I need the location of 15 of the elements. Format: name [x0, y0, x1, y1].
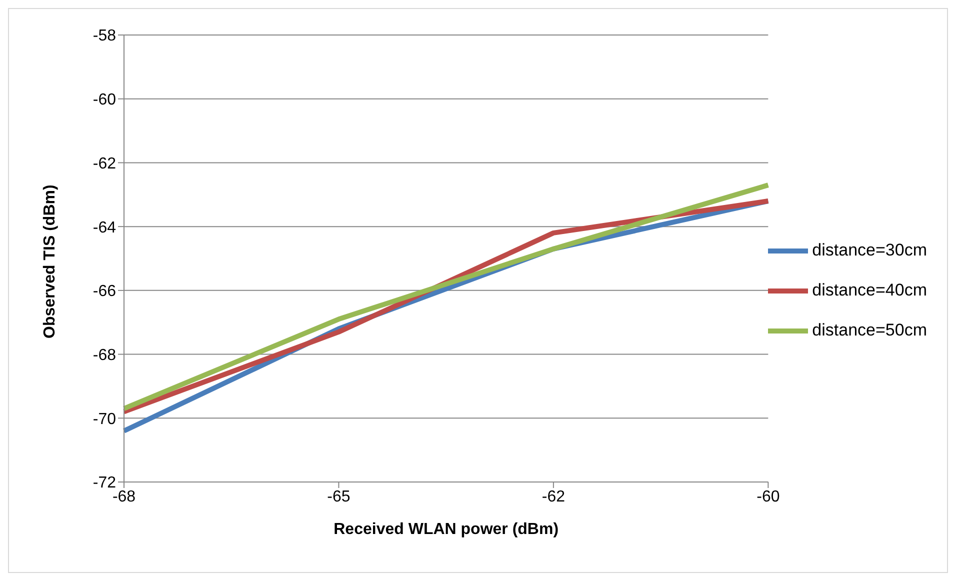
y-tick-label: -62 [92, 155, 116, 172]
y-tick-label: -68 [92, 346, 116, 364]
y-tick-label: -66 [92, 283, 116, 300]
y-axis-title: Observed TIS (dBm) [42, 184, 59, 338]
legend-label: distance=30cm [812, 240, 927, 259]
legend-label: distance=40cm [812, 280, 927, 299]
x-tick-label: -62 [542, 488, 566, 506]
x-tick-label: -65 [327, 488, 350, 506]
x-axis-title: Received WLAN power (dBm) [334, 521, 559, 538]
y-tick-label: -60 [92, 92, 116, 109]
y-tick-label: -64 [92, 219, 116, 236]
x-tick-label: -60 [756, 488, 780, 506]
legend-label: distance=50cm [812, 320, 927, 339]
y-tick-label: -70 [92, 410, 116, 428]
y-tick-label: -58 [92, 28, 116, 45]
